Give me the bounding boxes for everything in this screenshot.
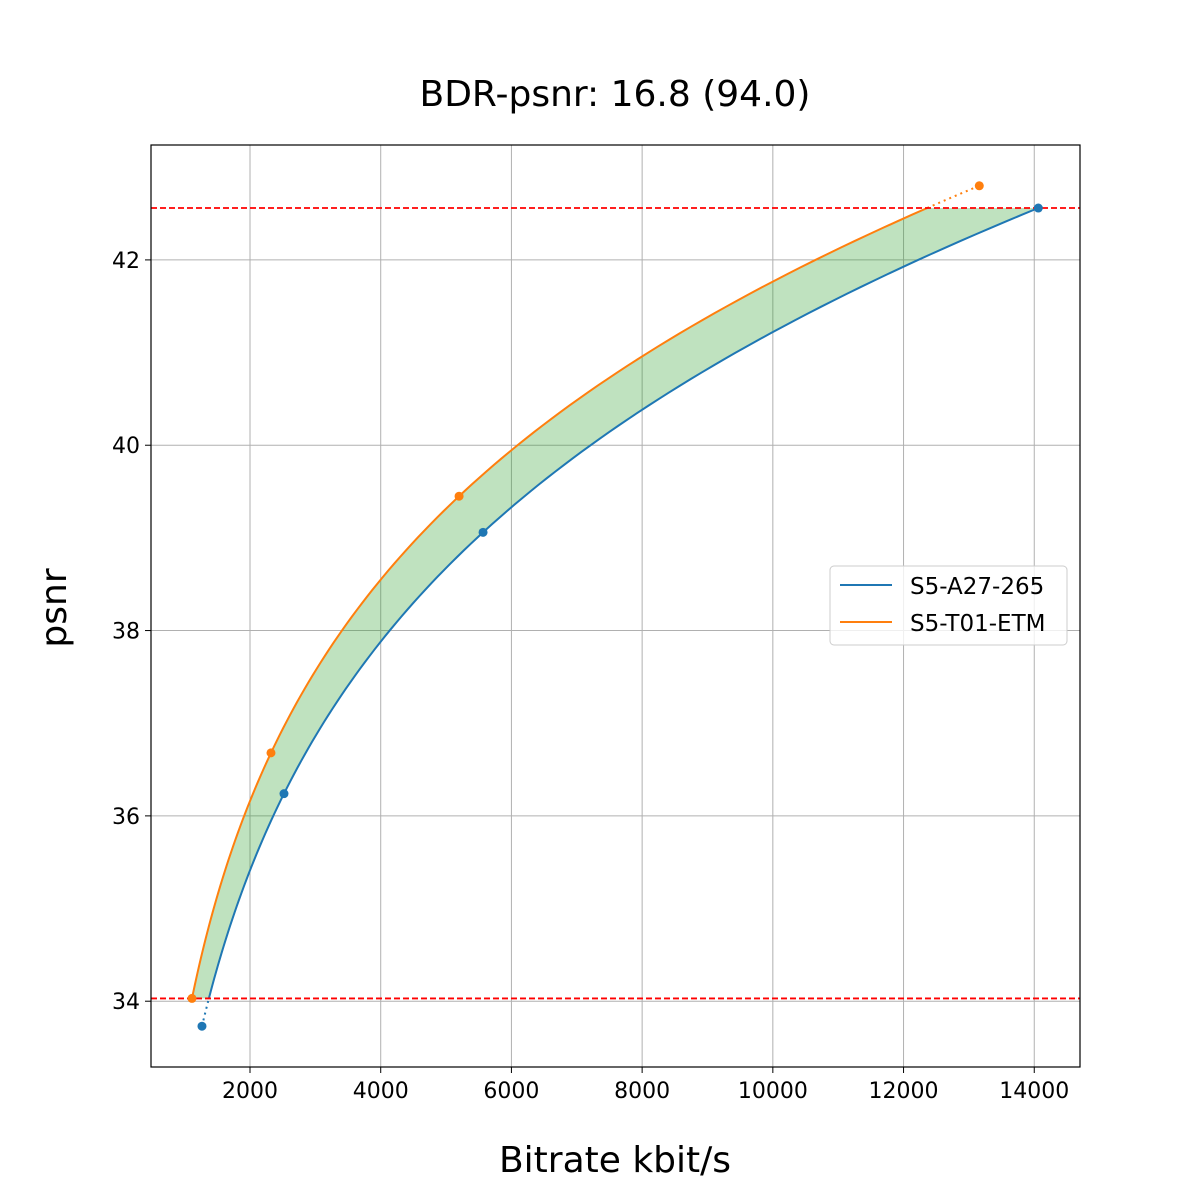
plot-frame — [150, 144, 1081, 1068]
legend-label-1: S5-T01-ETM — [910, 611, 1045, 637]
y-tick-label: 40 — [112, 434, 140, 459]
series-1-extrapolated-high — [926, 184, 980, 209]
series-1-point — [974, 181, 984, 191]
y-tick-label: 34 — [112, 990, 140, 1015]
x-tick-label: 8000 — [614, 1079, 670, 1104]
chart-title: BDR-psnr: 16.8 (94.0) — [420, 74, 811, 115]
legend: S5-A27-265 S5-T01-ETM — [829, 565, 1068, 646]
x-tick-label: 6000 — [483, 1079, 539, 1104]
series-1-point — [454, 491, 464, 501]
x-tick-label: 12000 — [869, 1079, 939, 1104]
y-tick-label: 38 — [112, 620, 140, 645]
x-tick-label: 14000 — [999, 1079, 1069, 1104]
y-tick-label: 36 — [112, 805, 140, 830]
series-1-point — [266, 748, 276, 758]
x-tick-label: 4000 — [353, 1079, 409, 1104]
series-1-line — [190, 207, 928, 999]
series-1-point — [187, 993, 197, 1003]
series-0-point — [478, 527, 488, 537]
legend-label-0: S5-A27-265 — [910, 574, 1044, 600]
series-0-point — [279, 789, 289, 799]
x-axis-label: Bitrate kbit/s — [499, 1140, 731, 1181]
series-0-point — [197, 1021, 207, 1031]
y-axis-label: psnr — [34, 568, 75, 647]
series-0-point — [1033, 203, 1043, 213]
y-tick-label: 42 — [112, 249, 140, 274]
x-tick-label: 10000 — [738, 1079, 808, 1104]
series-0-line — [207, 207, 1039, 999]
x-tick-label: 2000 — [222, 1079, 278, 1104]
